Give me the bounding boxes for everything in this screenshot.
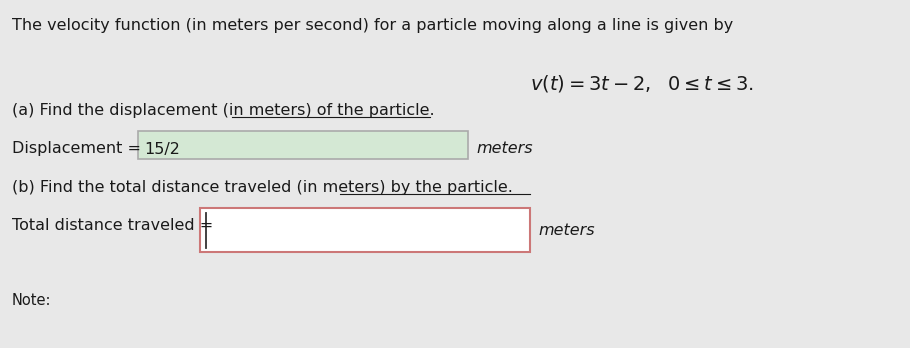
Text: meters: meters xyxy=(538,223,594,238)
FancyBboxPatch shape xyxy=(138,131,468,159)
Text: Displacement =: Displacement = xyxy=(12,141,147,156)
Text: The velocity function (in meters per second) for a particle moving along a line : The velocity function (in meters per sec… xyxy=(12,18,733,33)
Text: (b) Find the total distance traveled (in meters) by the particle.: (b) Find the total distance traveled (in… xyxy=(12,180,513,195)
Text: Note:: Note: xyxy=(12,293,52,308)
Text: meters: meters xyxy=(476,141,532,156)
Text: (a) Find the displacement (in meters) of the particle.: (a) Find the displacement (in meters) of… xyxy=(12,103,435,118)
Text: $v(t) = 3t - 2, \ \ 0 \leq t \leq 3.$: $v(t) = 3t - 2, \ \ 0 \leq t \leq 3.$ xyxy=(530,73,753,94)
Text: Total distance traveled =: Total distance traveled = xyxy=(12,218,218,233)
FancyBboxPatch shape xyxy=(200,208,530,252)
Text: 15/2: 15/2 xyxy=(144,142,180,157)
